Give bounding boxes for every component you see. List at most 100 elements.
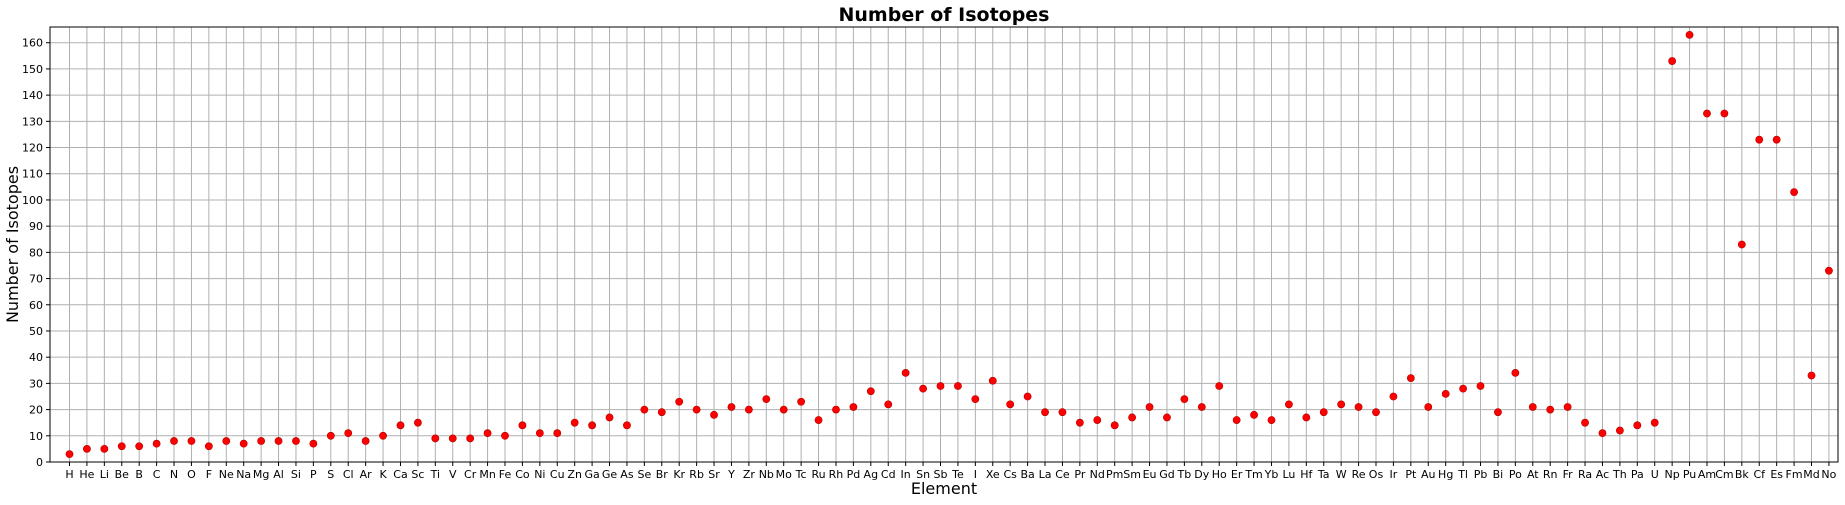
x-tick-label-Pb: Pb <box>1474 468 1488 481</box>
data-point-Er <box>1232 416 1241 424</box>
data-point-Mn <box>483 429 492 438</box>
data-point-Pt <box>1406 374 1415 383</box>
data-point-Fm <box>1790 188 1798 196</box>
x-tick-label-Li: Li <box>100 468 109 481</box>
data-point-Be <box>117 442 126 451</box>
x-tick-label-Ni: Ni <box>534 468 545 481</box>
data-point-Ta <box>1319 408 1328 417</box>
data-point-Cr <box>466 434 475 443</box>
x-tick-label-Re: Re <box>1352 468 1366 481</box>
data-point-Sr <box>710 410 718 419</box>
x-tick-label-C: C <box>153 468 161 481</box>
x-tick-label-Pu: Pu <box>1683 468 1696 481</box>
x-tick-label-Mg: Mg <box>253 468 269 481</box>
x-tick-label-Au: Au <box>1421 468 1436 481</box>
x-tick-label-Fm: Fm <box>1786 468 1803 481</box>
data-point-Ac <box>1598 429 1607 438</box>
data-points <box>65 30 1833 459</box>
y-tick-label-140: 140 <box>22 89 43 102</box>
data-point-Pa <box>1633 421 1642 430</box>
data-point-Md <box>1807 371 1816 380</box>
x-tick-label-O: O <box>187 468 196 481</box>
data-point-Ra <box>1581 418 1589 427</box>
x-tick-label-Eu: Eu <box>1143 468 1157 481</box>
data-point-Tc <box>797 397 806 406</box>
x-tick-label-W: W <box>1336 468 1347 481</box>
x-tick-label-Am: Am <box>1698 468 1716 481</box>
x-axis-label: Element <box>911 479 977 498</box>
data-point-Lu <box>1285 400 1293 409</box>
x-tick-label-Rn: Rn <box>1543 468 1558 481</box>
data-point-Cf <box>1755 135 1764 144</box>
x-tick-label-V: V <box>449 468 457 481</box>
data-point-Ir <box>1389 392 1398 401</box>
data-point-Ni <box>535 429 544 438</box>
data-point-Bi <box>1494 408 1502 417</box>
x-tick-label-Rb: Rb <box>689 468 704 481</box>
x-tick-label-Cf: Cf <box>1753 468 1766 481</box>
data-point-Rn <box>1546 405 1555 414</box>
data-point-Sb <box>936 382 945 390</box>
data-point-Cu <box>553 429 562 438</box>
x-tick-label-Cu: Cu <box>550 468 565 481</box>
data-point-Ar <box>361 437 370 445</box>
data-point-Na <box>239 439 248 448</box>
x-tick-label-Sm: Sm <box>1123 468 1141 481</box>
data-point-Cd <box>884 400 893 409</box>
data-point-Re <box>1354 403 1363 411</box>
x-tick-label-Np: Np <box>1665 468 1680 481</box>
y-tick-label-90: 90 <box>29 220 43 233</box>
y-tick-label-150: 150 <box>22 63 43 76</box>
data-point-Au <box>1424 403 1433 411</box>
x-tick-label-Pr: Pr <box>1074 468 1085 481</box>
data-point-Yb <box>1267 416 1276 424</box>
y-tick-label-0: 0 <box>36 456 43 469</box>
data-point-Nb <box>762 395 771 404</box>
x-tick-label-Ba: Ba <box>1020 468 1034 481</box>
x-tick-label-La: La <box>1039 468 1052 481</box>
x-tick-label-Md: Md <box>1803 468 1819 481</box>
x-tick-label-No: No <box>1821 468 1836 481</box>
x-tick-label-Kr: Kr <box>673 468 685 481</box>
y-tick-label-30: 30 <box>29 377 43 390</box>
x-tick-label-Ru: Ru <box>811 468 825 481</box>
data-point-Ne <box>222 437 231 445</box>
data-point-In <box>901 369 910 377</box>
x-tick-label-Sb: Sb <box>934 468 948 481</box>
x-tick-label-Ta: Ta <box>1317 468 1330 481</box>
x-tick-label-Ge: Ge <box>602 468 618 481</box>
data-point-Pr <box>1075 418 1084 427</box>
data-point-Ce <box>1058 408 1067 417</box>
data-point-Ag <box>866 387 875 396</box>
x-tick-label-F: F <box>206 468 212 481</box>
x-tick-label-Y: Y <box>727 468 735 481</box>
data-point-Sm <box>1128 413 1137 422</box>
data-point-Ho <box>1215 382 1224 390</box>
x-tick-label-Fe: Fe <box>499 468 512 481</box>
data-point-P <box>309 439 318 448</box>
y-axis-label: Number of Isotopes <box>3 166 22 323</box>
data-point-Li <box>100 444 109 453</box>
x-tick-label-Sr: Sr <box>708 468 720 481</box>
y-tick-label-110: 110 <box>22 168 43 181</box>
data-point-F <box>204 442 213 451</box>
data-point-Bk <box>1737 240 1746 249</box>
x-tick-label-Lu: Lu <box>1282 468 1295 481</box>
data-point-Ge <box>605 413 614 422</box>
x-tick-label-At: At <box>1527 468 1539 481</box>
data-point-Tb <box>1180 395 1189 404</box>
x-tick-label-Bi: Bi <box>1493 468 1504 481</box>
x-tick-label-Br: Br <box>656 468 669 481</box>
data-point-U <box>1650 418 1659 427</box>
data-point-Ti <box>431 434 440 443</box>
data-point-Am <box>1703 109 1711 118</box>
x-tick-label-Hg: Hg <box>1438 468 1453 481</box>
y-tick-label-70: 70 <box>29 273 43 286</box>
data-point-As <box>623 421 631 430</box>
data-point-Br <box>657 408 666 417</box>
data-point-Fe <box>501 431 509 440</box>
x-tick-label-Tl: Tl <box>1457 468 1468 481</box>
x-tick-label-Fr: Fr <box>1563 468 1574 481</box>
data-point-Pu <box>1685 30 1694 39</box>
